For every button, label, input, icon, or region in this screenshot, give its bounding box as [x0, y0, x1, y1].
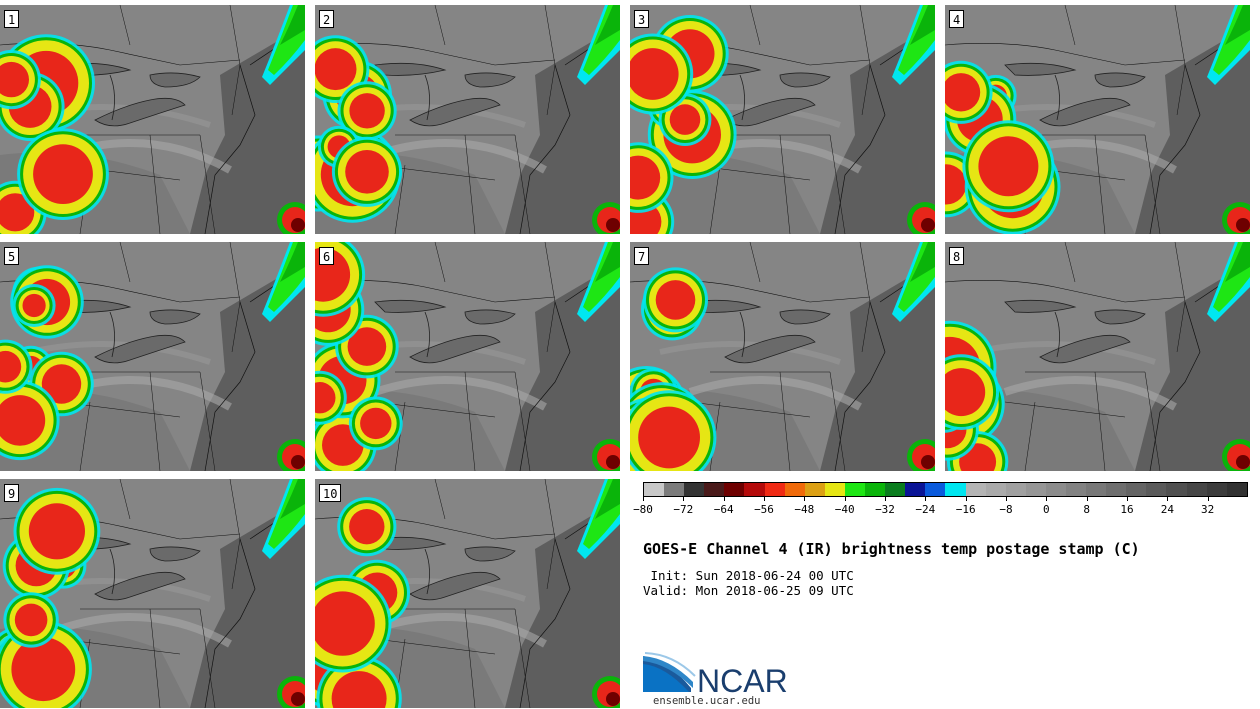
- postage-stamp-panel: 4: [945, 5, 1250, 234]
- postage-stamp-panel: 6: [315, 242, 620, 471]
- colorbar-swatch: [724, 483, 745, 496]
- panel-label: 9: [4, 484, 20, 502]
- ir-map: [0, 242, 305, 471]
- panel-label: 5: [4, 247, 20, 265]
- colorbar-tick: [844, 497, 846, 501]
- colorbar-swatch: [824, 483, 845, 496]
- ir-map: [945, 5, 1250, 234]
- colorbar-swatch: [1126, 483, 1147, 496]
- colorbar-swatch: [664, 483, 685, 496]
- colorbar-swatch: [945, 483, 966, 496]
- colorbar-tick-label: −24: [915, 503, 936, 516]
- postage-stamp-panel: 2: [315, 5, 620, 234]
- colorbar-tick-label: −8: [999, 503, 1013, 516]
- colorbar-tick: [764, 497, 765, 501]
- colorbar-tick-label: −56: [754, 503, 774, 516]
- colorbar-swatch: [1106, 483, 1127, 496]
- colorbar-swatch: [905, 483, 926, 496]
- colorbar-swatch: [865, 483, 886, 496]
- ir-map: [630, 242, 935, 471]
- colorbar-swatch: [1226, 483, 1247, 496]
- colorbar-tick-label: −40: [834, 503, 855, 516]
- colorbar-swatch: [1186, 483, 1207, 496]
- colorbar-tick: [1086, 497, 1088, 501]
- colorbar-tick: [925, 497, 927, 501]
- postage-stamp-panel: 8: [945, 242, 1250, 471]
- colorbar-tick: [1046, 497, 1048, 501]
- colorbar-swatch: [1166, 483, 1187, 496]
- colorbar-swatch: [784, 483, 805, 496]
- colorbar-tick: [885, 497, 886, 501]
- colorbar-tick-label: 16: [1120, 503, 1134, 516]
- postage-stamp-panel: 10: [315, 479, 620, 708]
- panel-label: 2: [319, 10, 335, 28]
- colorbar-tick: [1127, 497, 1128, 501]
- colorbar-swatch: [1005, 483, 1026, 496]
- panel-label: 7: [634, 247, 650, 265]
- colorbar-tick: [965, 497, 967, 501]
- postage-stamp-panel: 1: [0, 5, 305, 234]
- postage-stamp-panel: 7: [630, 242, 935, 471]
- postage-stamp-panel: 9: [0, 479, 305, 708]
- colorbar-tick: [1006, 497, 1007, 501]
- colorbar-tick-label: 24: [1160, 503, 1174, 516]
- colorbar: [643, 482, 1248, 497]
- colorbar-tick: [1167, 497, 1169, 501]
- postage-stamp-panel: 3: [630, 5, 935, 234]
- colorbar-tick-label: −80: [633, 503, 653, 516]
- panel-label: 10: [319, 484, 342, 502]
- colorbar-tick-label: 0: [1043, 503, 1050, 516]
- panel-label: 8: [949, 247, 965, 265]
- ir-map: [315, 5, 620, 234]
- colorbar-tick: [683, 497, 685, 501]
- colorbar-ticks: −80 −72 −64 −56 −48 −40 −32 −24 −16 −8 0 8 16 24 32: [633, 497, 1248, 519]
- logo-wordmark: NCAR: [697, 663, 788, 698]
- init-time: Init: Sun 2018-06-24 00 UTC: [643, 568, 854, 583]
- colorbar-swatch: [1146, 483, 1167, 496]
- colorbar-tick: [723, 497, 725, 501]
- colorbar-swatch: [744, 483, 765, 496]
- ir-map: [630, 5, 935, 234]
- colorbar-tick: [643, 497, 644, 501]
- ir-map: [945, 242, 1250, 471]
- colorbar-swatch: [1025, 483, 1046, 496]
- valid-time: Valid: Mon 2018-06-25 09 UTC: [643, 583, 854, 598]
- colorbar-swatch: [684, 483, 705, 496]
- colorbar-swatch: [1206, 483, 1227, 496]
- colorbar-swatch: [985, 483, 1006, 496]
- colorbar-swatch: [1065, 483, 1087, 496]
- colorbar-tick-label: −32: [875, 503, 895, 516]
- ir-map: [315, 242, 620, 471]
- ir-map: [0, 479, 305, 708]
- colorbar-swatch: [1086, 483, 1107, 496]
- panel-label: 4: [949, 10, 965, 28]
- ncar-logo: NCAR: [643, 652, 793, 699]
- colorbar-tick-label: −72: [673, 503, 694, 516]
- colorbar-swatch: [965, 483, 986, 496]
- colorbar-swatch: [764, 483, 785, 496]
- colorbar-swatch: [885, 483, 906, 496]
- panel-label: 1: [4, 10, 20, 28]
- colorbar-tick-label: 8: [1083, 503, 1090, 516]
- colorbar-swatch: [704, 483, 725, 496]
- colorbar-swatch: [804, 483, 825, 496]
- ir-map: [315, 479, 620, 708]
- colorbar-swatch: [844, 483, 866, 496]
- colorbar-tick-label: −16: [955, 503, 976, 516]
- colorbar-tick-label: 32: [1201, 503, 1215, 516]
- colorbar-tick-label: −64: [713, 503, 734, 516]
- colorbar-swatch: [925, 483, 946, 496]
- colorbar-tick: [1207, 497, 1209, 501]
- colorbar-swatch: [644, 483, 665, 496]
- plot-title: GOES-E Channel 4 (IR) brightness temp po…: [643, 540, 1140, 558]
- panel-label: 6: [319, 247, 335, 265]
- logo-url: ensemble.ucar.edu: [653, 695, 761, 707]
- panel-label: 3: [634, 10, 650, 28]
- colorbar-swatch: [1045, 483, 1066, 496]
- colorbar-tick-label: −48: [794, 503, 815, 516]
- postage-stamp-panel: 5: [0, 242, 305, 471]
- colorbar-tick: [804, 497, 806, 501]
- ir-map: [0, 5, 305, 234]
